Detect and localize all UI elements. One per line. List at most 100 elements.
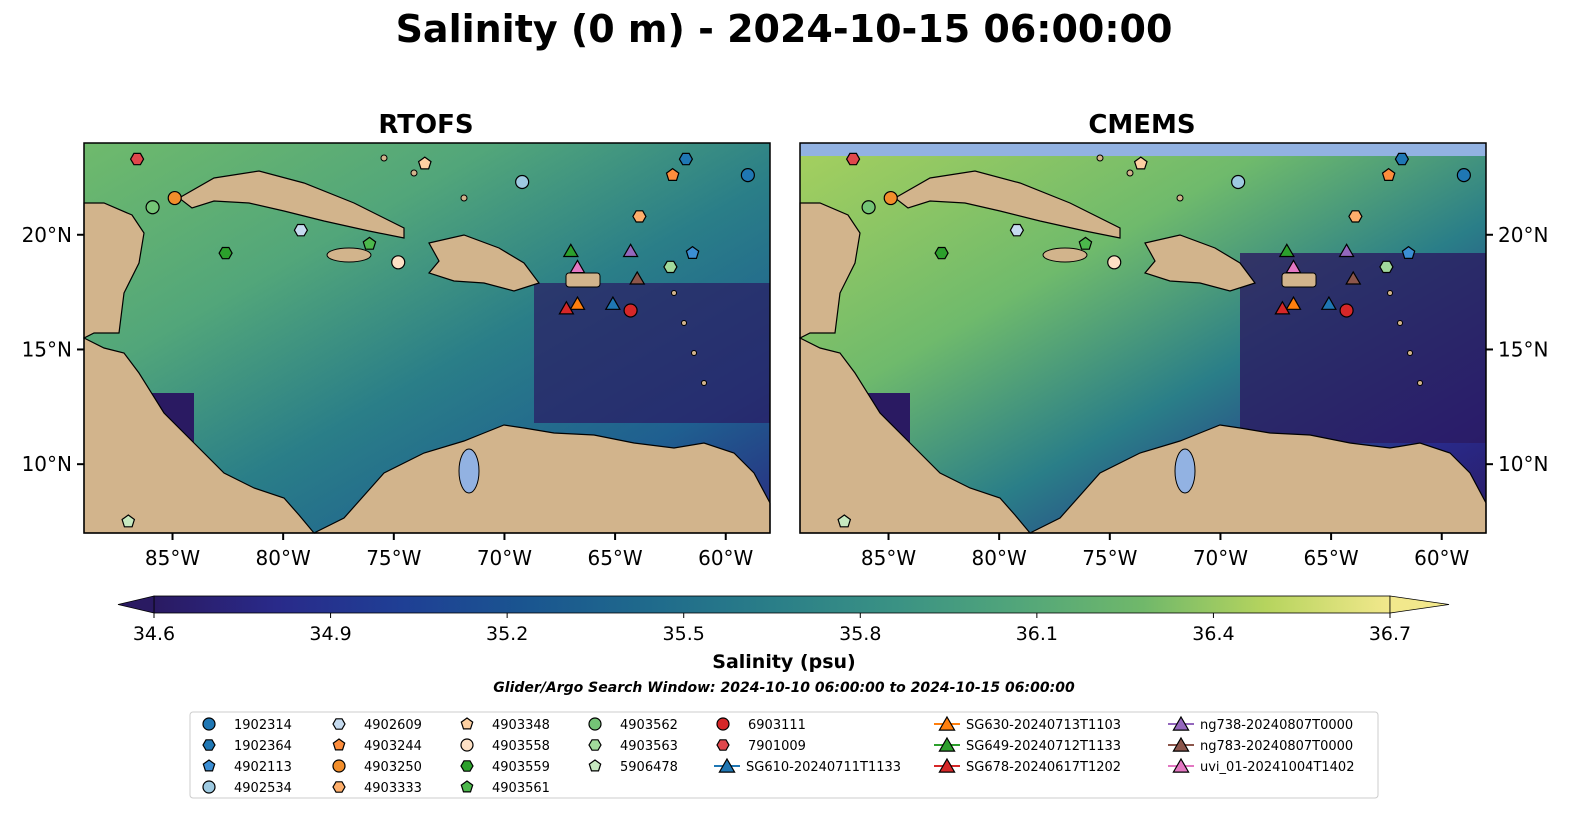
- legend-marker: [588, 739, 602, 751]
- marker-4903250: [883, 190, 898, 206]
- legend-label: 5906478: [620, 760, 678, 775]
- legend-label: SG630-20240713T1103: [966, 718, 1121, 733]
- legend-frame: [189, 711, 1379, 799]
- lon-tick-label: 75°W: [1082, 546, 1137, 570]
- marker-4903244: [1381, 167, 1396, 182]
- marker-4903561: [362, 236, 377, 250]
- colorbar-tick-label: 34.9: [309, 623, 351, 645]
- colorbar-tick-label: 36.1: [1016, 623, 1058, 645]
- legend-marker: [332, 718, 346, 730]
- legend-marker: [332, 781, 346, 793]
- lon-tick-label: 80°W: [256, 546, 311, 570]
- lon-tick-label: 65°W: [587, 546, 642, 570]
- marker-1902314: [1456, 168, 1471, 183]
- legend-marker: [460, 760, 474, 772]
- colorbar-label: Salinity (psu): [712, 651, 855, 673]
- marker-SG649-20240712T1133: [1278, 243, 1295, 258]
- legend-label: ng738-20240807T0000: [1200, 718, 1353, 733]
- lat-tick-label: 20°N: [1498, 223, 1548, 247]
- figure-title: Salinity (0 m) - 2024-10-15 06:00:00: [396, 7, 1173, 51]
- legend-label: 1902314: [234, 718, 292, 733]
- lon-tick-label: 70°W: [1193, 546, 1248, 570]
- marker-4903348: [1133, 156, 1148, 170]
- marker-4903333: [632, 210, 647, 223]
- colorbar: 34.6 34.9 35.2 35.5 35.8 36.1 36.4 36.7 Salinit…: [117, 595, 1450, 673]
- marker-1902364: [678, 152, 694, 166]
- legend-marker: [202, 739, 216, 751]
- float-markers: [121, 152, 755, 528]
- legend-marker: [1172, 715, 1190, 731]
- marker-4903562: [861, 200, 876, 215]
- marker-SG630-20240713T1103: [569, 295, 586, 310]
- lon-tick-label: 65°W: [1303, 546, 1358, 570]
- lon-tick-label: 60°W: [698, 546, 753, 570]
- marker-4903558: [1107, 255, 1122, 270]
- marker-4903559: [218, 246, 233, 260]
- marker-4902534: [515, 174, 530, 190]
- colorbar-min-extend: [117, 595, 155, 614]
- marker-4903563: [663, 260, 678, 274]
- marker-4902609: [293, 223, 309, 237]
- legend-marker: [716, 717, 730, 731]
- legend-marker: [202, 759, 216, 772]
- panel-rtofs: RTOFS 85°W 80°W 75°W 70°W 65°W 60°W 20°N 15°N 1…: [22, 110, 771, 570]
- marker-1902314: [740, 168, 755, 183]
- marker-7901009: [129, 152, 145, 166]
- lat-tick-label: 15°N: [1498, 337, 1548, 361]
- marker-4902534: [1231, 174, 1246, 190]
- lon-tick-label: 75°W: [366, 546, 421, 570]
- marker-4903348: [417, 156, 432, 170]
- legend-marker: [1172, 736, 1190, 752]
- marker-SG610-20240711T1133: [604, 295, 621, 310]
- marker-4903562: [145, 200, 160, 215]
- legend-label: 4903333: [364, 781, 422, 796]
- lon-tick-label: 70°W: [477, 546, 532, 570]
- marker-SG610-20240711T1133: [1320, 295, 1337, 310]
- legend-label: 4903244: [364, 739, 422, 754]
- lon-tick-label: 85°W: [861, 546, 916, 570]
- marker-SG678-20240617T1202: [558, 300, 575, 315]
- colorbar-tick-label: 36.4: [1192, 623, 1234, 645]
- colorbar-tick-label: 35.2: [486, 623, 528, 645]
- marker-4903559: [934, 246, 949, 260]
- legend-label: 4903561: [492, 781, 550, 796]
- lon-axis: 85°W 80°W 75°W 70°W 65°W 60°W: [861, 533, 1470, 570]
- panel-title: CMEMS: [1088, 110, 1195, 140]
- marker-SG678-20240617T1202: [1274, 300, 1291, 315]
- search-window-caption: Glider/Argo Search Window: 2024-10-10 06…: [493, 680, 1075, 696]
- legend-label: 4902534: [234, 781, 292, 796]
- marker-4903250: [167, 190, 182, 206]
- colorbar-tick-label: 34.6: [133, 623, 175, 645]
- legend-marker: [718, 757, 736, 773]
- lon-axis: 85°W 80°W 75°W 70°W 65°W 60°W: [145, 533, 754, 570]
- float-markers: [837, 152, 1471, 528]
- legend-items: 1902314 1902364 4902113 4902534 4902609 49032…: [202, 715, 1354, 796]
- low-salinity-region: [534, 283, 770, 423]
- legend-marker: [460, 738, 474, 752]
- legend-marker: [938, 736, 956, 752]
- panel-title: RTOFS: [378, 110, 473, 140]
- marker-5906478: [121, 514, 136, 528]
- legend-marker: [716, 739, 730, 751]
- marker-5906478: [837, 514, 852, 528]
- lat-axis: 20°N 15°N 10°N: [1486, 223, 1548, 476]
- legend-label: 4903562: [620, 718, 678, 733]
- marker-4902113: [1401, 245, 1416, 260]
- legend-marker: [332, 759, 346, 773]
- legend-label: SG678-20240617T1202: [966, 760, 1121, 775]
- lat-tick-label: 10°N: [1498, 452, 1548, 476]
- marker-ng738-20240807T0000: [1338, 243, 1355, 258]
- colorbar-max-extend: [1389, 595, 1450, 614]
- legend-marker: [460, 780, 474, 793]
- legend-label: 4903563: [620, 739, 678, 754]
- marker-4903244: [665, 167, 680, 182]
- cmems-nodata-band: [800, 143, 1486, 156]
- legend: 1902314 1902364 4902113 4902534 4902609 49032…: [189, 711, 1379, 799]
- colorbar-ticks: 34.6 34.9 35.2 35.5 35.8 36.1 36.4 36.7: [133, 613, 1411, 645]
- map-frame: [799, 142, 1487, 534]
- legend-label: 4902609: [364, 718, 422, 733]
- lat-tick-label: 15°N: [22, 337, 72, 361]
- low-salinity-region: [1240, 253, 1486, 443]
- marker-4903558: [391, 255, 406, 270]
